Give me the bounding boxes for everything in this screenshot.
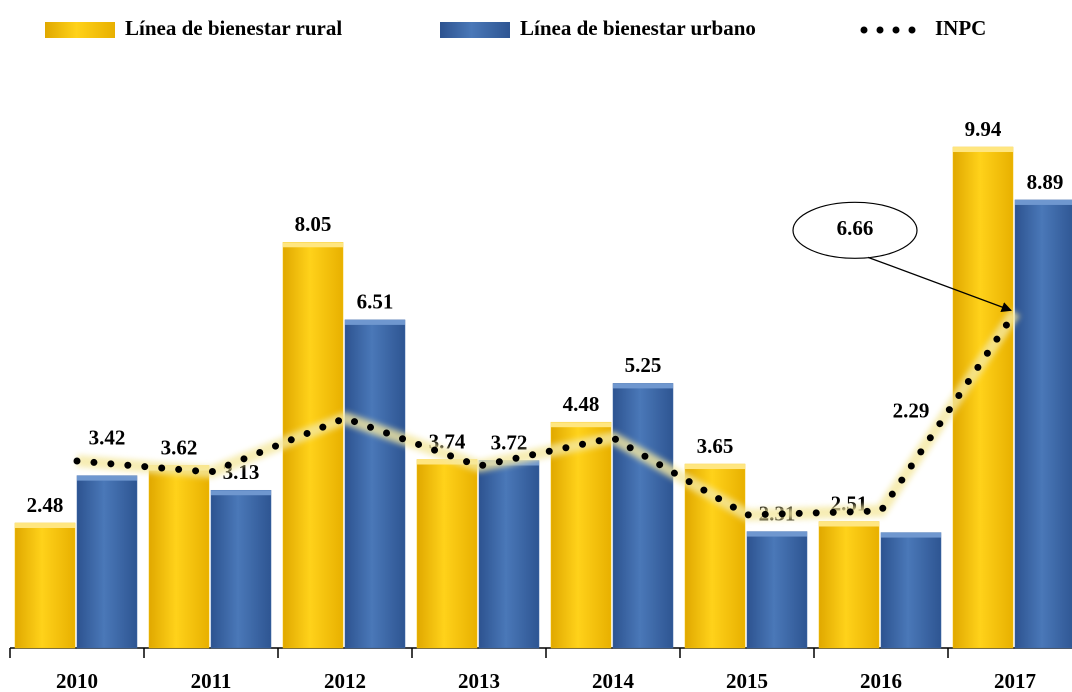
x-tick-label: 2017: [994, 669, 1036, 692]
data-label: 6.66: [837, 216, 874, 240]
bar: [416, 459, 478, 649]
data-label: 8.89: [1027, 170, 1064, 194]
bar: [746, 531, 808, 649]
data-label: 4.48: [563, 392, 600, 416]
x-tick-label: 2012: [324, 669, 366, 692]
line-glow: [76, 308, 1020, 521]
legend-marker: [860, 26, 868, 34]
bar-cap: [881, 532, 941, 538]
bar: [818, 521, 880, 649]
legend-label: Línea de bienestar urbano: [520, 16, 756, 40]
data-label: 9.94: [965, 117, 1002, 141]
data-label: 3.72: [491, 430, 528, 454]
bar-cap: [15, 523, 75, 529]
bar-cap: [613, 383, 673, 389]
bar-cap: [417, 459, 477, 465]
data-label: 8.05: [295, 212, 332, 236]
legend-marker: [892, 26, 900, 34]
bar: [880, 532, 942, 649]
x-tick-label: 2016: [860, 669, 902, 692]
bar-cap: [953, 147, 1013, 153]
bar-cap: [211, 490, 271, 496]
x-tick-label: 2011: [191, 669, 232, 692]
bar-cap: [747, 531, 807, 537]
data-label: 2.48: [27, 493, 64, 517]
bar: [612, 383, 674, 649]
bar-cap: [551, 422, 611, 428]
data-label: 2.29: [893, 398, 930, 422]
legend-marker: [876, 26, 884, 34]
legend-marker: [908, 26, 916, 34]
annotation-arrow: [867, 256, 1012, 312]
legend-label: Línea de bienestar rural: [125, 16, 342, 40]
x-tick-label: 2010: [56, 669, 98, 692]
annotation-ellipse: [792, 201, 918, 259]
line: [73, 308, 1019, 519]
data-label: 3.62: [161, 435, 198, 459]
data-label: 6.51: [357, 290, 394, 314]
bar: [76, 475, 138, 649]
bar-cap: [77, 475, 137, 481]
bar-cap: [1015, 199, 1072, 205]
bar: [1014, 199, 1072, 649]
data-label: 3.65: [697, 434, 734, 458]
bar-cap: [819, 521, 879, 527]
legend-swatch: [45, 22, 115, 38]
bar-cap: [345, 319, 405, 325]
bar: [210, 489, 272, 649]
data-label: 3.42: [89, 425, 126, 449]
bar-cap: [283, 242, 343, 248]
legend-swatch: [440, 22, 510, 38]
bar: [14, 522, 76, 649]
x-tick-label: 2014: [592, 669, 635, 692]
bar: [344, 319, 406, 649]
bar: [478, 460, 540, 649]
bar: [148, 465, 210, 649]
x-tick-label: 2013: [458, 669, 500, 692]
bar: [550, 421, 612, 649]
bar-cap: [685, 464, 745, 470]
x-tick-label: 2015: [726, 669, 768, 692]
legend-label: INPC: [935, 16, 986, 40]
data-label: 5.25: [625, 353, 662, 377]
